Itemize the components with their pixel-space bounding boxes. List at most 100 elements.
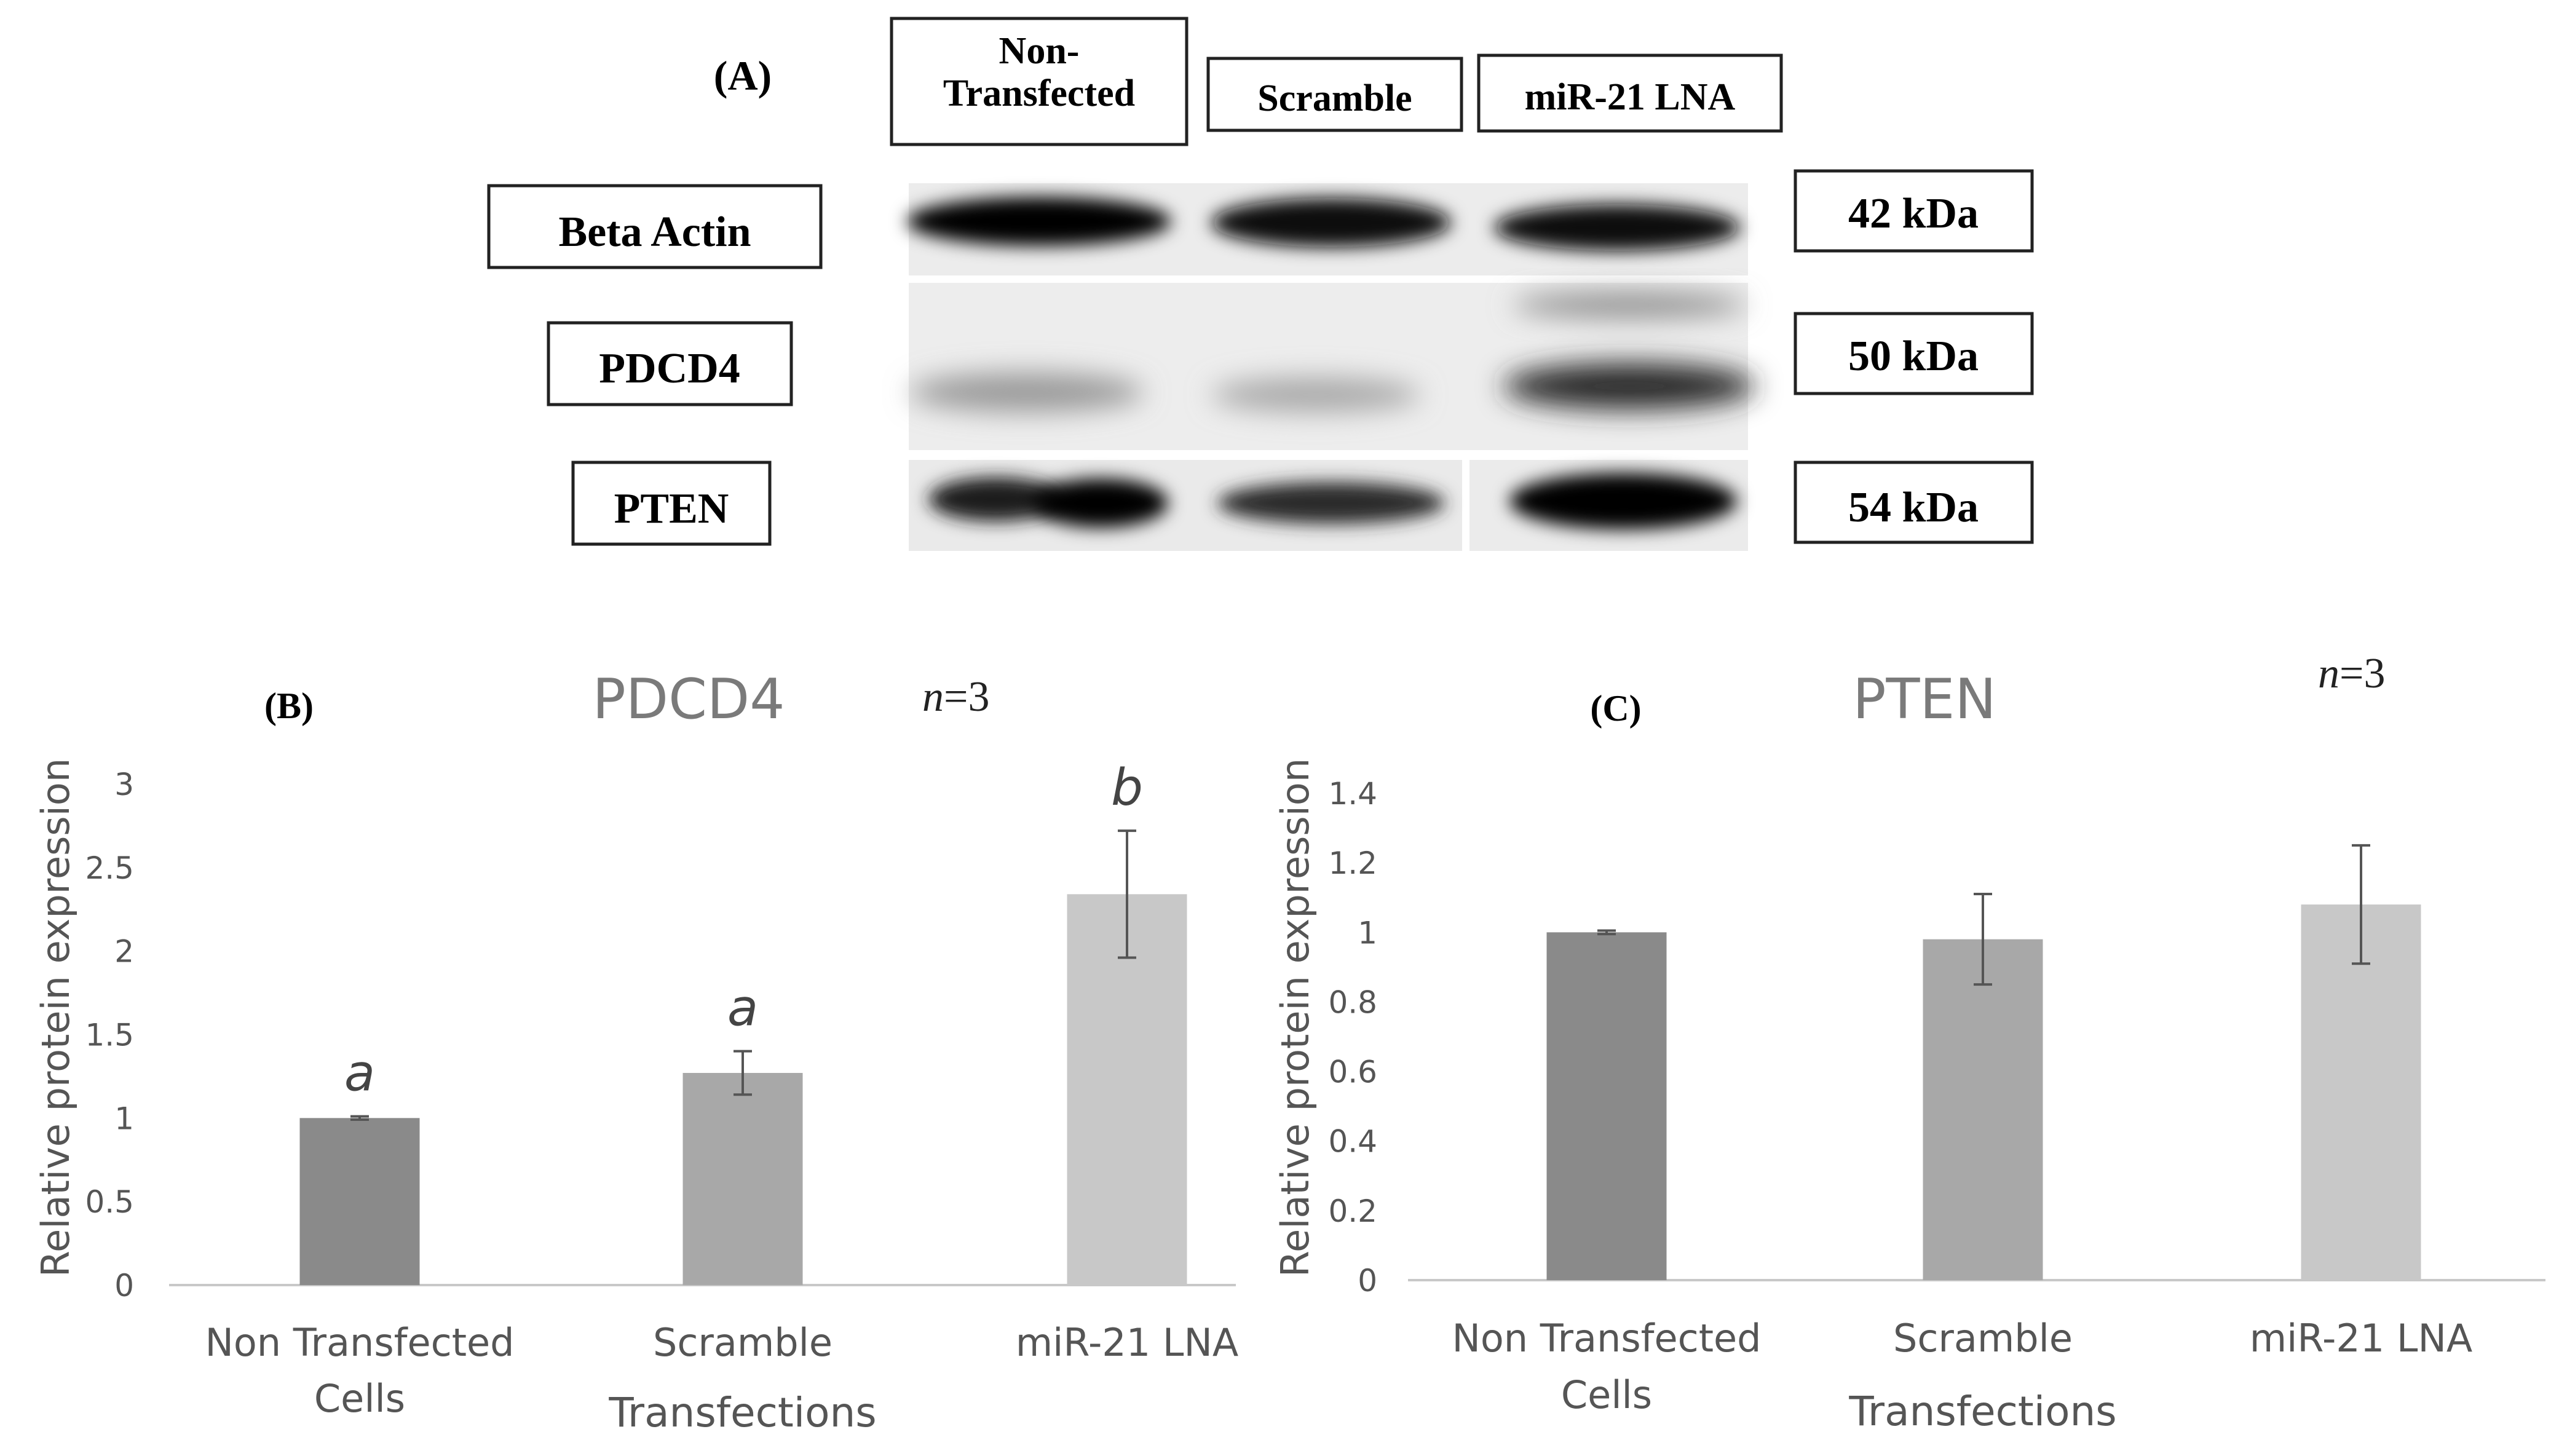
- x-tick-label: Cells: [1561, 1372, 1652, 1417]
- size-label-54kda: 54 kDa: [1794, 461, 2034, 544]
- significance-letter: a: [727, 979, 758, 1038]
- band: [907, 197, 1171, 246]
- chart-pdcd4: (B) PDCD4 n=3 Relative protein expressio…: [33, 667, 1238, 1436]
- panel-a-label: (A): [714, 52, 772, 99]
- n-label: n=3: [922, 673, 989, 721]
- x-tick-label: Scramble: [1893, 1316, 2073, 1361]
- chart-title: PDCD4: [593, 667, 785, 732]
- band: [1217, 482, 1445, 524]
- lane-label-text: Scramble: [1257, 77, 1412, 119]
- x-tick-label: miR-21 LNA: [2250, 1316, 2473, 1361]
- y-tick-label: 0.2: [1328, 1193, 1377, 1229]
- size-label-box: [1794, 312, 2034, 395]
- y-tick-label: 0.8: [1328, 984, 1377, 1020]
- bars: [1546, 904, 2421, 1280]
- lane-label-mir21-lna: miR-21 LNA: [1477, 53, 1783, 133]
- y-tick-label: 2.5: [85, 850, 134, 886]
- error-bar: [734, 1050, 752, 1096]
- chart-title: PTEN: [1853, 667, 1996, 732]
- y-tick-label: 0.5: [85, 1184, 134, 1220]
- lane-label-text: Transfected: [943, 73, 1135, 114]
- y-ticks: 0 0.5 1 1.5 2 2.5 3: [85, 767, 134, 1304]
- size-label-box: [1794, 461, 2034, 544]
- y-tick-label: 0.6: [1328, 1054, 1377, 1090]
- x-tick-label: Scramble: [653, 1320, 833, 1365]
- y-tick-label: 0: [1358, 1263, 1377, 1299]
- row-label-box: [547, 321, 793, 406]
- y-tick-label: 0: [114, 1268, 134, 1304]
- y-axis-label: Relative protein expression: [1273, 758, 1318, 1277]
- x-axis-label: Transfections: [1848, 1388, 2116, 1435]
- size-label-text: 50 kDa: [1848, 333, 1979, 380]
- lane-label-box: [1206, 57, 1463, 132]
- panel-c-label: (C): [1590, 688, 1641, 729]
- x-tick-label: Non Transfected: [1452, 1316, 1761, 1361]
- y-tick-label: 1.4: [1328, 776, 1377, 812]
- band: [910, 373, 1144, 412]
- bar: [299, 1118, 420, 1285]
- y-tick-label: 0.4: [1328, 1124, 1377, 1160]
- lane-label-box: [1477, 53, 1783, 133]
- band: [1033, 478, 1168, 528]
- lane-label-box: [890, 17, 1189, 146]
- error-bar: [2352, 844, 2370, 965]
- lane-label-text: Non-: [999, 30, 1080, 72]
- significance-letters: a a b: [344, 759, 1143, 1103]
- blot-beta-actin: [907, 183, 1748, 275]
- x-tick-label: Non Transfected: [205, 1320, 514, 1365]
- error-bars: [350, 829, 1136, 1122]
- y-ticks: 0 0.2 0.4 0.6 0.8 1 1.2 1.4: [1328, 776, 1377, 1299]
- error-bar: [1597, 929, 1616, 936]
- band: [1211, 198, 1451, 247]
- x-tick-labels: Non Transfected Cells Scramble miR-21 LNA: [205, 1320, 1238, 1421]
- size-label-text: 42 kDa: [1848, 190, 1979, 237]
- lane-label-text: miR-21 LNA: [1525, 76, 1736, 118]
- y-tick-label: 3: [114, 767, 134, 802]
- row-label-text: PDCD4: [599, 345, 740, 392]
- chart-pten: (C) PTEN n=3 Relative protein expression…: [1273, 650, 2545, 1435]
- band: [928, 477, 1064, 521]
- x-tick-label: miR-21 LNA: [1016, 1320, 1239, 1365]
- row-label-box: [571, 461, 772, 546]
- bar: [2301, 904, 2421, 1280]
- y-tick-label: 1.5: [85, 1018, 134, 1053]
- x-tick-labels: Non Transfected Cells Scramble miR-21 LNA: [1452, 1316, 2472, 1417]
- error-bar: [1974, 893, 1992, 986]
- size-label-text: 54 kDa: [1848, 484, 1979, 531]
- x-axis-label: Transfections: [608, 1389, 876, 1436]
- y-tick-label: 1.2: [1328, 845, 1377, 881]
- y-axis-label: Relative protein expression: [33, 758, 78, 1277]
- size-label-box: [1794, 169, 2034, 253]
- y-tick-label: 2: [114, 934, 134, 970]
- panel-a: (A) Non- Transfected Scramble miR-21 LNA…: [487, 17, 2034, 551]
- size-label-50kda: 50 kDa: [1794, 312, 2034, 395]
- row-label-text: PTEN: [614, 485, 729, 532]
- n-label: n=3: [2318, 650, 2385, 697]
- significance-letter: b: [1111, 759, 1143, 817]
- row-label-text: Beta Actin: [558, 208, 751, 256]
- size-label-42kda: 42 kDa: [1794, 169, 2034, 253]
- bar: [1923, 939, 2043, 1280]
- band: [1513, 293, 1746, 317]
- blot-pdcd4: [909, 283, 1755, 450]
- error-bars: [1597, 844, 2370, 986]
- panel-b-label: (B): [264, 686, 314, 726]
- bar: [1067, 894, 1187, 1285]
- blot-pten: [909, 460, 1748, 551]
- lane-label-scramble: Scramble: [1206, 57, 1463, 132]
- band: [1509, 473, 1737, 529]
- error-bar: [1118, 829, 1136, 959]
- row-label-beta-actin: Beta Actin: [487, 184, 823, 269]
- row-label-pten: PTEN: [571, 461, 772, 546]
- significance-letter: a: [344, 1045, 375, 1103]
- band: [1494, 204, 1740, 251]
- y-tick-label: 1: [114, 1101, 134, 1136]
- bar: [682, 1072, 803, 1285]
- error-bar: [350, 1115, 369, 1122]
- y-tick-label: 1: [1358, 915, 1377, 951]
- bar: [1546, 932, 1667, 1280]
- bars: [299, 894, 1187, 1285]
- row-label-pdcd4: PDCD4: [547, 321, 793, 406]
- x-tick-label: Cells: [314, 1376, 405, 1421]
